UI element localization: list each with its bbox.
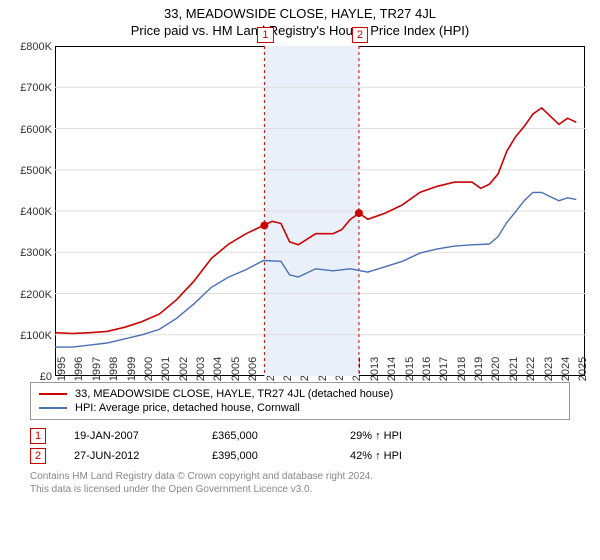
sale-price: £365,000: [212, 430, 322, 442]
legend: 33, MEADOWSIDE CLOSE, HAYLE, TR27 4JL (d…: [30, 382, 570, 420]
y-tick-label: £100K: [4, 330, 52, 342]
y-tick-label: £600K: [4, 124, 52, 136]
sale-marker-label: 2: [352, 27, 368, 43]
y-tick-label: £500K: [4, 165, 52, 177]
y-tick-label: £800K: [4, 41, 52, 53]
footer-attribution: Contains HM Land Registry data © Crown c…: [30, 470, 570, 496]
sale-date: 27-JUN-2012: [74, 450, 184, 462]
legend-swatch: [39, 407, 67, 409]
y-tick-label: £300K: [4, 247, 52, 259]
page-title: 33, MEADOWSIDE CLOSE, HAYLE, TR27 4JL: [0, 6, 600, 21]
sale-hpi-diff: 29% ↑ HPI: [350, 430, 460, 442]
legend-label: 33, MEADOWSIDE CLOSE, HAYLE, TR27 4JL (d…: [75, 388, 393, 400]
line-chart-svg: [55, 46, 585, 376]
legend-label: HPI: Average price, detached house, Corn…: [75, 402, 300, 414]
sale-price: £395,000: [212, 450, 322, 462]
page-subtitle: Price paid vs. HM Land Registry's House …: [0, 23, 600, 38]
sale-date: 19-JAN-2007: [74, 430, 184, 442]
chart-area: £0£100K£200K£300K£400K£500K£600K£700K£80…: [55, 46, 585, 376]
sale-id-badge: 1: [30, 428, 46, 444]
legend-swatch: [39, 393, 67, 395]
sale-id-badge: 2: [30, 448, 46, 464]
sales-table: 1 19-JAN-2007 £365,000 29% ↑ HPI 2 27-JUN-201…: [30, 426, 570, 466]
legend-row: 33, MEADOWSIDE CLOSE, HAYLE, TR27 4JL (d…: [39, 387, 561, 401]
sale-marker-label: 1: [257, 27, 273, 43]
y-tick-label: £200K: [4, 289, 52, 301]
legend-row: HPI: Average price, detached house, Corn…: [39, 401, 561, 415]
sale-hpi-diff: 42% ↑ HPI: [350, 450, 460, 462]
y-tick-label: £400K: [4, 206, 52, 218]
sale-row: 2 27-JUN-2012 £395,000 42% ↑ HPI: [30, 446, 570, 466]
y-tick-label: £700K: [4, 82, 52, 94]
sale-row: 1 19-JAN-2007 £365,000 29% ↑ HPI: [30, 426, 570, 446]
y-tick-label: £0: [4, 371, 52, 383]
